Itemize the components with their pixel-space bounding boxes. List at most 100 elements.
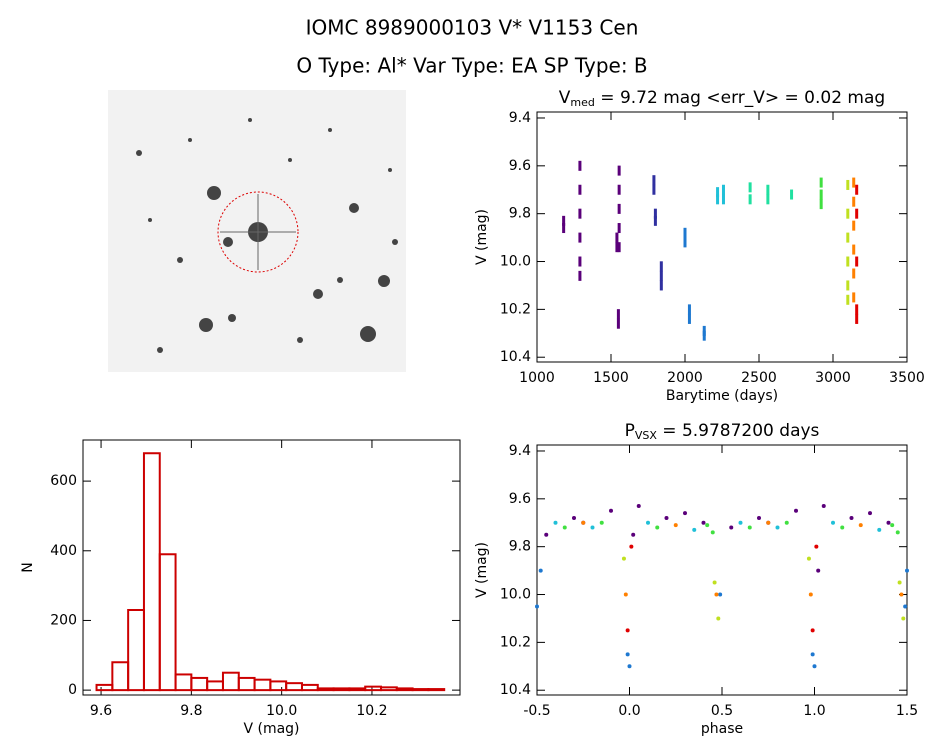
data-point [578,184,582,195]
data-point [846,280,850,291]
data-point [903,604,908,609]
data-point [895,530,900,535]
figure-subtitle: O Type: Al* Var Type: EA SP Type: B [296,54,647,78]
x-tick-label: 3000 [815,370,851,386]
data-point [868,511,872,516]
data-point [747,525,752,530]
data-point [901,616,906,621]
data-point [846,208,850,219]
data-point [636,504,641,509]
data-point [905,568,909,573]
plot-frame [82,439,461,696]
data-point [757,515,761,520]
data-point [819,177,823,188]
histogram-bar [316,687,335,692]
data-point [855,256,859,267]
data-point [846,294,850,305]
x-axis-label: V (mag) [243,721,299,737]
data-point [897,580,902,585]
figure-title: IOMC 8989000103 V* V1153 Cen [306,16,639,40]
data-point [653,208,657,219]
data-point [562,525,567,530]
data-point [821,504,826,509]
y-tick-label: 9.8 [509,206,531,222]
data-point [721,184,725,195]
y-axis-label: V (mag) [474,209,490,265]
histogram-bar [427,688,446,692]
data-point [631,532,636,537]
data-point [535,604,539,609]
data-point [852,220,856,231]
data-point [683,227,687,238]
histogram-bar [237,676,256,692]
data-point [718,592,723,597]
histogram-bar [332,687,351,692]
y-tick-label: 10.0 [500,587,531,603]
data-point [659,261,663,272]
data-point [683,237,687,248]
histogram-bar [127,609,145,692]
histogram-bar [379,686,398,692]
x-tick-label: 1500 [593,370,629,386]
data-point [810,628,815,633]
data-point [846,256,850,267]
x-tick-label: 1.0 [803,703,825,719]
data-point [899,592,904,597]
data-point [855,184,859,195]
data-point [702,330,706,341]
data-point [855,313,859,324]
data-point [806,556,811,561]
data-point [852,268,856,279]
data-point [712,580,717,585]
data-point [617,203,621,214]
data-point [659,270,663,281]
data-point [578,232,582,243]
plot-frame [536,444,908,696]
data-point [810,652,815,657]
title-text: V [559,88,571,108]
histogram-bar [142,452,161,692]
histogram-bar [411,688,430,692]
histogram-bar [111,661,130,692]
data-point [705,523,710,528]
title-subscript: med [570,96,594,109]
data-point [766,520,771,525]
data-point [615,242,619,253]
data-point [886,520,891,525]
y-tick-label: 200 [50,612,77,628]
data-point [578,208,582,219]
data-point [683,511,687,516]
chart-title: Vmed = 9.72 mag <err_V> = 0.02 mag [559,88,885,109]
data-point [553,520,558,525]
data-point [578,160,582,171]
y-tick-label: 9.8 [509,539,531,555]
data-point [840,525,845,530]
data-point [849,515,854,520]
data-point [716,616,721,621]
data-point [852,244,856,255]
data-point [616,309,620,320]
data-point [794,508,798,513]
y-tick-label: 600 [50,473,77,489]
data-point [852,196,856,207]
x-tick-label: 10.0 [266,703,297,719]
x-tick-label: 9.8 [180,703,202,719]
y-tick-label: 10.2 [500,301,531,317]
data-point [615,232,619,243]
data-point [814,544,819,549]
aperture [217,191,299,273]
histogram-bar [364,685,382,692]
data-point [617,223,621,234]
x-tick-label: 0.0 [618,703,640,719]
data-point [617,242,621,253]
data-point [664,515,669,520]
data-point [877,527,882,532]
y-tick-label: 400 [50,543,77,559]
y-tick-label: 10.0 [500,254,531,270]
data-point [852,177,856,188]
title-text: P [625,421,635,441]
y-tick-label: 10.4 [500,682,531,698]
x-tick-label: 1000 [519,370,555,386]
